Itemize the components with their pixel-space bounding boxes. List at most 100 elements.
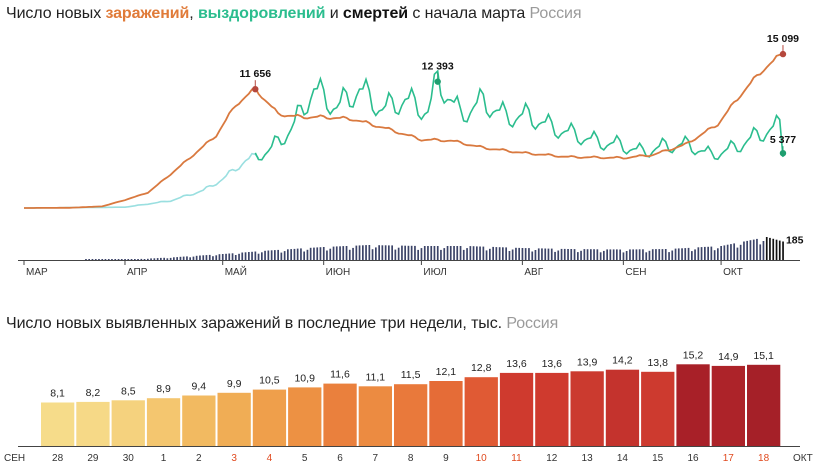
death-bar [293,248,296,260]
death-bar [443,248,446,260]
bar-value-label: 8,1 [50,388,65,400]
death-bar [335,246,338,260]
death-bar [674,248,677,260]
death-bar [528,248,530,260]
death-bar [241,252,244,260]
death-bar [202,255,205,260]
death-bar [215,255,218,260]
death-bar [664,249,667,260]
day-label: 11 [511,453,522,464]
region-selector[interactable]: Россия [529,5,582,22]
death-bar [420,248,423,260]
weekly-region-selector[interactable]: Россия [506,315,559,332]
death-bar [485,250,488,260]
death-bar [472,246,475,260]
death-bar [521,248,524,260]
death-bar [583,249,586,260]
death-bar [348,249,351,260]
death-bar [143,259,146,260]
death-bar [329,248,332,260]
bar-value-label: 12,8 [471,362,492,374]
death-bar [687,247,690,260]
death-bar [648,250,651,260]
death-bar [694,249,696,260]
death-bar [326,250,328,260]
deaths-bars [85,237,784,261]
death-bar [537,248,540,260]
day-label: 15 [652,453,664,464]
death-bar [681,248,683,261]
bar-value-label: 10,9 [294,372,315,384]
death-bar [462,249,465,260]
death-bar [362,245,364,260]
day-label: 16 [687,453,699,464]
death-bar [466,248,468,260]
title-prefix: Число новых [6,5,106,22]
day-bar [605,369,640,446]
death-bar [352,247,354,260]
day-bar [252,389,287,446]
death-bar [772,238,775,260]
month-label: ИЮН [326,267,351,278]
death-bar [404,245,406,260]
death-bar [567,249,569,260]
death-bar [300,248,302,260]
death-bar [570,249,573,260]
death-bar [296,248,299,260]
death-bar [756,238,758,260]
death-bar [661,249,664,260]
death-bar [248,252,250,260]
death-bar [195,255,198,261]
death-bar [137,259,139,260]
death-bar [762,241,765,260]
death-bar [697,247,700,260]
weekly-chart-title: Число новых выявленных заражений в после… [6,315,558,333]
month-label: МАР [26,267,48,278]
death-bar [550,248,553,260]
death-bar [345,246,348,260]
day-label: 4 [267,453,273,464]
death-bar [130,259,133,260]
death-bar [365,245,367,260]
death-bar [290,249,292,260]
month-end-label: ОКТ [793,453,813,464]
day-label: 28 [52,453,64,464]
death-bar [313,247,315,260]
death-bar [228,253,231,260]
day-label: 1 [161,453,167,464]
death-bar [534,250,537,260]
day-bar [394,384,428,446]
day-bar [41,402,75,446]
peak-marker [779,50,787,58]
death-bar [303,251,305,260]
death-bar [192,256,195,260]
day-bar [570,371,604,446]
death-bar [264,250,266,261]
day-bar [535,372,569,446]
death-bar [459,246,462,260]
death-bar [423,246,426,260]
death-bar [397,247,400,260]
peak-marker [434,78,441,85]
bar-value-label: 15,2 [683,349,704,361]
weekly-title-text: Число новых выявленных заражений в после… [6,315,502,332]
death-bar [625,251,628,260]
cases-timeline-chart: МАР АПР МАЙ ИЮН ИЮЛ АВГ СЕН ОКТ 11 656 12 393 15 0… [18,33,804,278]
death-bar [446,246,449,260]
day-bar [641,371,675,446]
death-bar [150,258,152,260]
death-bar [306,249,309,260]
death-bar [417,249,419,260]
death-bar [489,248,491,260]
day-label: 8 [408,453,414,464]
death-bar [218,254,221,260]
legend-deaths: смертей [342,5,408,22]
bar-value-label: 13,6 [506,358,527,370]
death-bar [586,249,589,260]
day-label: 7 [373,453,379,464]
death-bar [704,246,706,260]
death-bar [120,259,123,260]
death-bar [651,249,654,260]
death-bar [655,249,657,260]
death-bar [244,252,247,261]
